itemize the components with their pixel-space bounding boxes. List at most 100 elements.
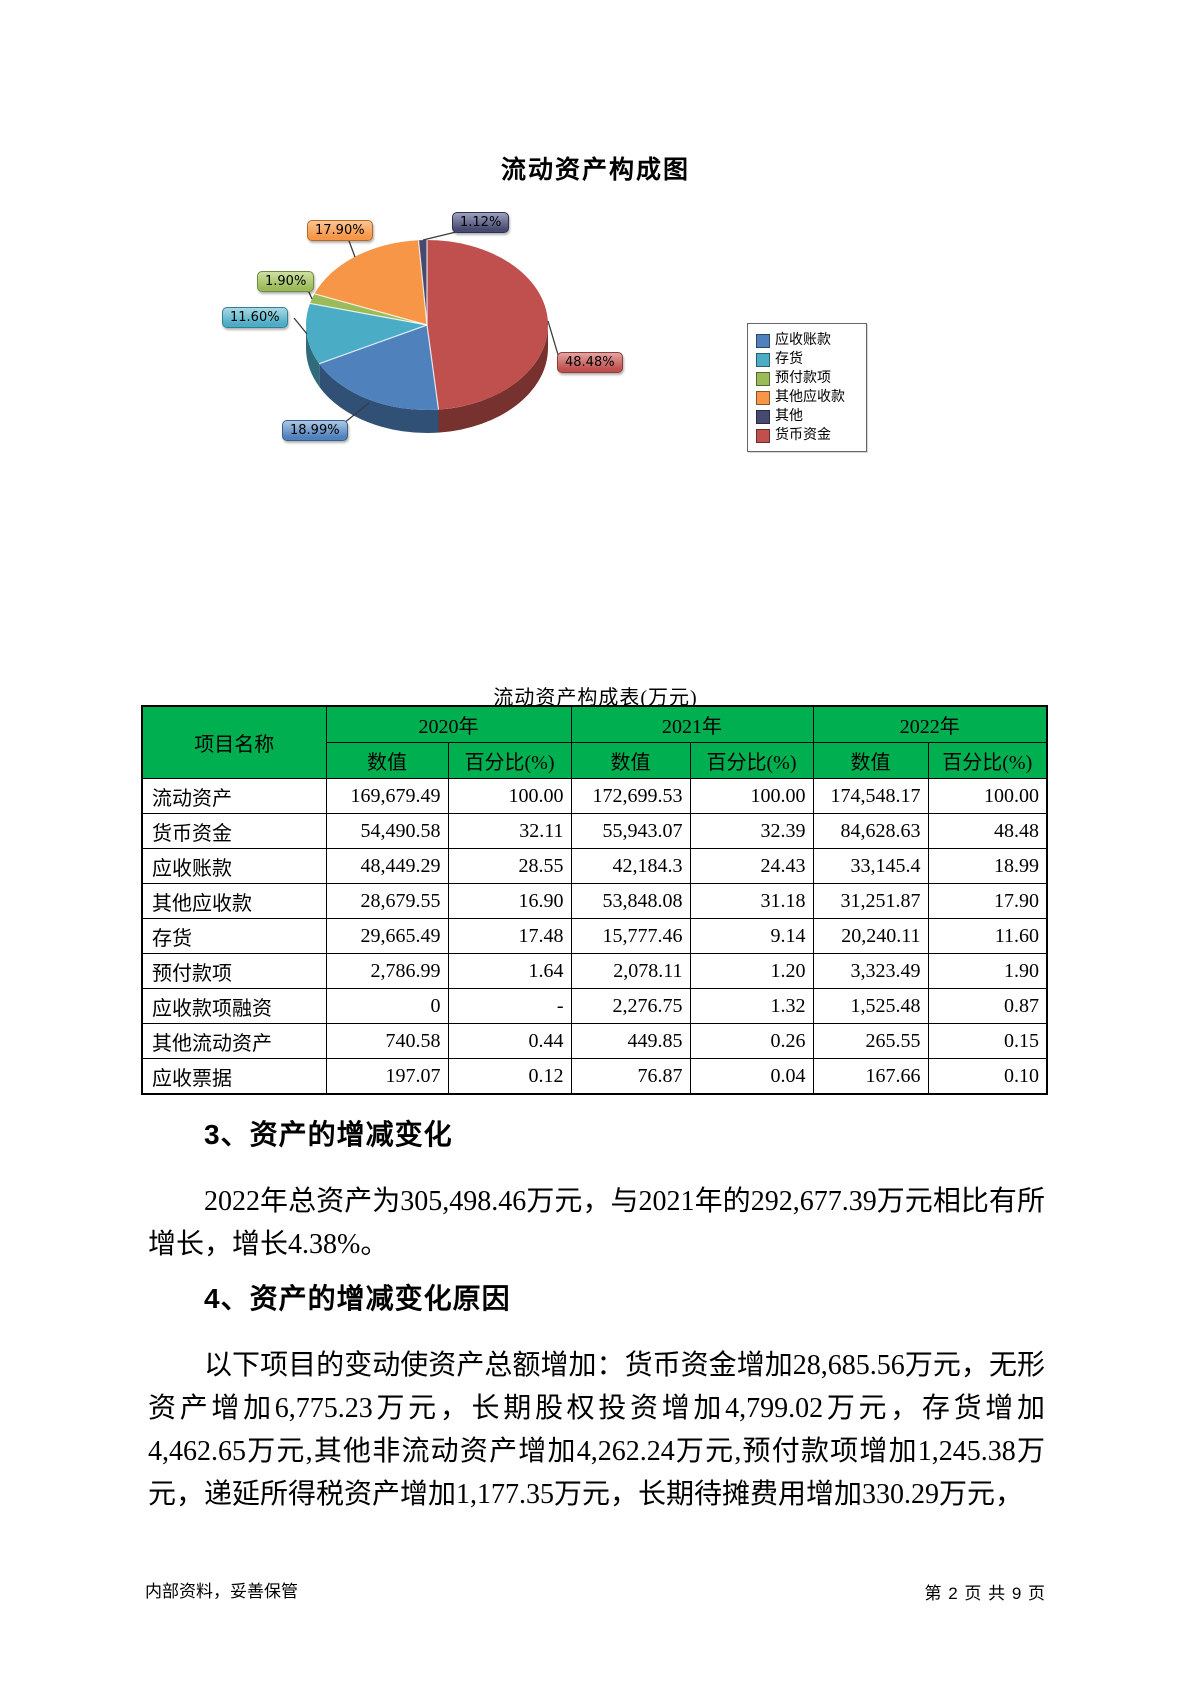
cell-value: 29,665.49 (325, 918, 449, 954)
pie-slice (427, 240, 548, 410)
pie-slice-side (438, 325, 548, 433)
cell-value: 16.90 (447, 883, 572, 919)
pie-percentage-label: 48.48% (557, 352, 623, 373)
cell-value: 0.26 (689, 1023, 814, 1059)
pie-percentage-label: 1.90% (257, 271, 315, 292)
legend-swatch-icon (756, 333, 770, 348)
cell-value: 169,679.49 (325, 778, 449, 814)
paragraph: 以下项目的变动使资产总额增加：货币资金增加28,685.56万元，无形资产增加6… (148, 1350, 1045, 1510)
header-value: 数值 (325, 742, 449, 779)
legend-item: 货币资金 (756, 426, 860, 445)
current-assets-table: 项目名称 2020年 2021年 2022年 数值 百分比(%) 数值 百分比(… (141, 705, 1048, 1095)
callout-leader-line (293, 317, 308, 335)
legend-swatch-icon (756, 409, 770, 424)
cell-value: 0.44 (447, 1023, 572, 1059)
header-value: 数值 (812, 742, 929, 779)
legend-item: 存货 (756, 350, 860, 369)
callout-leader-line (348, 240, 356, 258)
row-label: 存货 (141, 918, 327, 954)
cell-value: 48.48 (927, 813, 1048, 849)
pie-slice (319, 325, 439, 410)
slice-separator (319, 324, 428, 365)
legend-swatch-icon (756, 352, 770, 367)
cell-value: 28.55 (447, 848, 572, 884)
row-label: 应收票据 (141, 1058, 327, 1095)
table-row: 货币资金 54,490.58 32.11 55,943.07 32.39 84,628.6… (141, 813, 1048, 849)
cell-value: 0.04 (689, 1058, 814, 1095)
cell-value: 1,525.48 (812, 988, 929, 1024)
pie-slice (306, 303, 427, 364)
cell-value: 449.85 (570, 1023, 691, 1059)
cell-value: 20,240.11 (812, 918, 929, 954)
legend-label: 其他 (775, 408, 803, 424)
cell-value: 1.32 (689, 988, 814, 1024)
cell-value: 174,548.17 (812, 778, 929, 814)
paragraph: 2022年总资产为305,498.46万元，与2021年的292,677.39万… (148, 1186, 1045, 1260)
pie-chart: 48.48% 18.99% 11.60% 1.90% 17.90% 1.12% 应收账款存… (180, 140, 920, 470)
header-item: 项目名称 (141, 705, 327, 779)
header-pct: 百分比(%) (447, 742, 572, 779)
cell-value: - (447, 988, 572, 1024)
chart-legend: 应收账款 存货 预付款项 其他应收款 其他 货币资金 (747, 323, 867, 452)
legend-swatch-icon (756, 371, 770, 386)
header-year-2022: 2022年 (812, 705, 1048, 743)
cell-value: 265.55 (812, 1023, 929, 1059)
header-pct: 百分比(%) (927, 742, 1048, 779)
row-label: 流动资产 (141, 778, 327, 814)
table-header: 项目名称 2020年 2021年 2022年 数值 百分比(%) 数值 百分比(… (141, 705, 1048, 779)
legend-label: 应收账款 (775, 332, 831, 348)
legend-swatch-icon (756, 390, 770, 405)
cell-value: 2,078.11 (570, 953, 691, 989)
cell-value: 31,251.87 (812, 883, 929, 919)
cell-value: 0.12 (447, 1058, 572, 1095)
cell-value: 100.00 (447, 778, 572, 814)
cell-value: 0 (325, 988, 449, 1024)
section-heading: 3、资产的增减变化 (204, 1119, 453, 1150)
table-title: 流动资产构成表(万元) (493, 687, 698, 709)
row-label: 应收账款 (141, 848, 327, 884)
chart-title: 流动资产构成图 (500, 157, 690, 184)
header-pct: 百分比(%) (689, 742, 814, 779)
pie-slice (314, 240, 427, 325)
legend-label: 货币资金 (775, 427, 831, 443)
header-year-2020: 2020年 (325, 705, 572, 743)
header-year-2021: 2021年 (570, 705, 814, 743)
row-label: 其他流动资产 (141, 1023, 327, 1059)
cell-value: 76.87 (570, 1058, 691, 1095)
slice-separator (417, 240, 428, 326)
cell-value: 17.90 (927, 883, 1048, 919)
cell-value: 48,449.29 (325, 848, 449, 884)
pie-percentage-label: 17.90% (307, 220, 373, 241)
cell-value: 197.07 (325, 1058, 449, 1095)
cell-value: 28,679.55 (325, 883, 449, 919)
callout-leader-line (547, 320, 560, 359)
cell-value: 55,943.07 (570, 813, 691, 849)
cell-value: 740.58 (325, 1023, 449, 1059)
cell-value: 15,777.46 (570, 918, 691, 954)
cell-value: 31.18 (689, 883, 814, 919)
table-row: 应收款项融资 0-2,276.75 1.32 1,525.48 0.87 (141, 988, 1048, 1024)
footer-page-number: 第 2 页 共 9 页 (924, 1584, 1046, 1603)
slice-separator (426, 324, 440, 410)
cell-value: 9.14 (689, 918, 814, 954)
cell-value: 100.00 (689, 778, 814, 814)
cell-value: 167.66 (812, 1058, 929, 1095)
cell-value: 1.90 (927, 953, 1048, 989)
cell-value: 18.99 (927, 848, 1048, 884)
callout-leader-line (343, 402, 370, 424)
legend-label: 其他应收款 (775, 389, 845, 405)
pie-percentage-label: 1.12% (452, 212, 510, 233)
row-label: 预付款项 (141, 953, 327, 989)
cell-value: 84,628.63 (812, 813, 929, 849)
pie-3d-graphic (293, 231, 560, 433)
row-label: 应收款项融资 (141, 988, 327, 1024)
header-value: 数值 (570, 742, 691, 779)
section-heading: 4、资产的增减变化原因 (204, 1283, 511, 1314)
table-row: 存货 29,665.49 17.48 15,777.46 9.14 20,240.11 11… (141, 918, 1048, 954)
cell-value: 0.15 (927, 1023, 1048, 1059)
pie-slice-side (319, 363, 439, 433)
cell-value: 32.39 (689, 813, 814, 849)
cell-value: 0.10 (927, 1058, 1048, 1095)
cell-value: 24.43 (689, 848, 814, 884)
